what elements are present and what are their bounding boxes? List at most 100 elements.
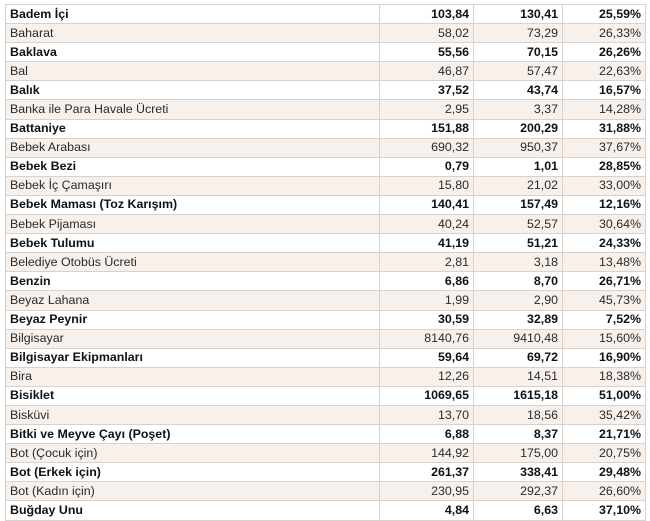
new-price-cell: 70,15 <box>473 42 563 63</box>
new-price-cell: 3,37 <box>473 99 563 120</box>
table-row: Bira 12,26 14,51 18,38% <box>5 366 646 387</box>
old-price-cell: 40,24 <box>379 214 474 235</box>
change-percent-cell: 37,10% <box>562 500 646 521</box>
new-price-cell: 21,02 <box>473 175 563 196</box>
table-row: Bal 46,87 57,47 22,63% <box>5 61 646 82</box>
change-percent-cell: 16,90% <box>562 347 646 368</box>
old-price-cell: 58,02 <box>379 23 474 44</box>
new-price-cell: 6,63 <box>473 500 563 521</box>
old-price-cell: 151,88 <box>379 118 474 139</box>
new-price-cell: 52,57 <box>473 214 563 235</box>
old-price-cell: 261,37 <box>379 462 474 483</box>
change-percent-cell: 13,48% <box>562 252 646 273</box>
old-price-cell: 144,92 <box>379 443 474 464</box>
item-name-cell: Bot (Çocuk için) <box>5 443 380 464</box>
item-name-cell: Bot (Kadın için) <box>5 481 380 502</box>
new-price-cell: 2,90 <box>473 290 563 311</box>
old-price-cell: 59,64 <box>379 347 474 368</box>
change-percent-cell: 26,71% <box>562 271 646 292</box>
old-price-cell: 41,19 <box>379 233 474 254</box>
old-price-cell: 690,32 <box>379 137 474 158</box>
new-price-cell: 51,21 <box>473 233 563 254</box>
table-row: Baklava 55,56 70,15 26,26% <box>5 42 646 63</box>
table-row: Bebek Pijaması 40,24 52,57 30,64% <box>5 214 646 235</box>
change-percent-cell: 37,67% <box>562 137 646 158</box>
new-price-cell: 130,41 <box>473 3 563 25</box>
change-percent-cell: 26,60% <box>562 481 646 502</box>
item-name-cell: Bebek Tulumu <box>5 233 380 254</box>
new-price-cell: 200,29 <box>473 118 563 139</box>
old-price-cell: 6,86 <box>379 271 474 292</box>
new-price-cell: 18,56 <box>473 404 563 426</box>
change-percent-cell: 51,00% <box>562 385 646 406</box>
new-price-cell: 292,37 <box>473 481 563 502</box>
table-row: Bebek İç Çamaşırı 15,80 21,02 33,00% <box>5 175 646 196</box>
item-name-cell: Bitki ve Meyve Çayı (Poşet) <box>5 424 380 445</box>
item-name-cell: Benzin <box>5 271 380 292</box>
item-name-cell: Beyaz Lahana <box>5 290 380 311</box>
item-name-cell: Baharat <box>5 23 380 44</box>
new-price-cell: 43,74 <box>473 80 563 101</box>
table-row: Benzin 6,86 8,70 26,71% <box>5 271 646 292</box>
old-price-cell: 230,95 <box>379 481 474 502</box>
table-row: Bisküvi 13,70 18,56 35,42% <box>5 404 646 426</box>
item-name-cell: Bisküvi <box>5 404 380 426</box>
old-price-cell: 140,41 <box>379 194 474 216</box>
change-percent-cell: 26,26% <box>562 42 646 63</box>
table-row: Bilgisayar Ekipmanları 59,64 69,72 16,90% <box>5 347 646 368</box>
change-percent-cell: 26,33% <box>562 23 646 44</box>
change-percent-cell: 14,28% <box>562 99 646 120</box>
new-price-cell: 1615,18 <box>473 385 563 406</box>
new-price-cell: 73,29 <box>473 23 563 44</box>
table-row: Beyaz Lahana 1,99 2,90 45,73% <box>5 290 646 311</box>
item-name-cell: Bebek Pijaması <box>5 214 380 235</box>
old-price-cell: 6,88 <box>379 424 474 445</box>
price-table: Badem İçi 103,84 130,41 25,59% Baharat 58,02 7… <box>5 3 646 521</box>
table-row: Balık 37,52 43,74 16,57% <box>5 80 646 101</box>
old-price-cell: 8140,76 <box>379 328 474 349</box>
change-percent-cell: 31,88% <box>562 118 646 139</box>
item-name-cell: Battaniye <box>5 118 380 139</box>
old-price-cell: 2,95 <box>379 99 474 120</box>
table-row: Beyaz Peynir 30,59 32,89 7,52% <box>5 309 646 330</box>
new-price-cell: 8,37 <box>473 424 563 445</box>
change-percent-cell: 7,52% <box>562 309 646 330</box>
item-name-cell: Baklava <box>5 42 380 63</box>
new-price-cell: 3,18 <box>473 252 563 273</box>
change-percent-cell: 30,64% <box>562 214 646 235</box>
old-price-cell: 2,81 <box>379 252 474 273</box>
new-price-cell: 950,37 <box>473 137 563 158</box>
old-price-cell: 13,70 <box>379 404 474 426</box>
item-name-cell: Beyaz Peynir <box>5 309 380 330</box>
change-percent-cell: 15,60% <box>562 328 646 349</box>
old-price-cell: 12,26 <box>379 366 474 387</box>
item-name-cell: Buğday Unu <box>5 500 380 521</box>
new-price-cell: 69,72 <box>473 347 563 368</box>
table-row: Bitki ve Meyve Çayı (Poşet) 6,88 8,37 21,71… <box>5 424 646 445</box>
old-price-cell: 0,79 <box>379 156 474 177</box>
change-percent-cell: 29,48% <box>562 462 646 483</box>
table-row: Bot (Kadın için) 230,95 292,37 26,60% <box>5 481 646 502</box>
item-name-cell: Bilgisayar <box>5 328 380 349</box>
change-percent-cell: 33,00% <box>562 175 646 196</box>
change-percent-cell: 12,16% <box>562 194 646 216</box>
table-row: Bot (Erkek için) 261,37 338,41 29,48% <box>5 462 646 483</box>
old-price-cell: 1,99 <box>379 290 474 311</box>
table-row: Battaniye 151,88 200,29 31,88% <box>5 118 646 139</box>
change-percent-cell: 18,38% <box>562 366 646 387</box>
new-price-cell: 157,49 <box>473 194 563 216</box>
old-price-cell: 30,59 <box>379 309 474 330</box>
new-price-cell: 338,41 <box>473 462 563 483</box>
change-percent-cell: 21,71% <box>562 424 646 445</box>
old-price-cell: 37,52 <box>379 80 474 101</box>
change-percent-cell: 45,73% <box>562 290 646 311</box>
change-percent-cell: 16,57% <box>562 80 646 101</box>
table-row: Banka ile Para Havale Ücreti 2,95 3,37 14,2… <box>5 99 646 120</box>
new-price-cell: 175,00 <box>473 443 563 464</box>
item-name-cell: Bebek Bezi <box>5 156 380 177</box>
change-percent-cell: 24,33% <box>562 233 646 254</box>
item-name-cell: Bilgisayar Ekipmanları <box>5 347 380 368</box>
table-row: Baharat 58,02 73,29 26,33% <box>5 23 646 44</box>
table-row: Bot (Çocuk için) 144,92 175,00 20,75% <box>5 443 646 464</box>
old-price-cell: 103,84 <box>379 3 474 25</box>
